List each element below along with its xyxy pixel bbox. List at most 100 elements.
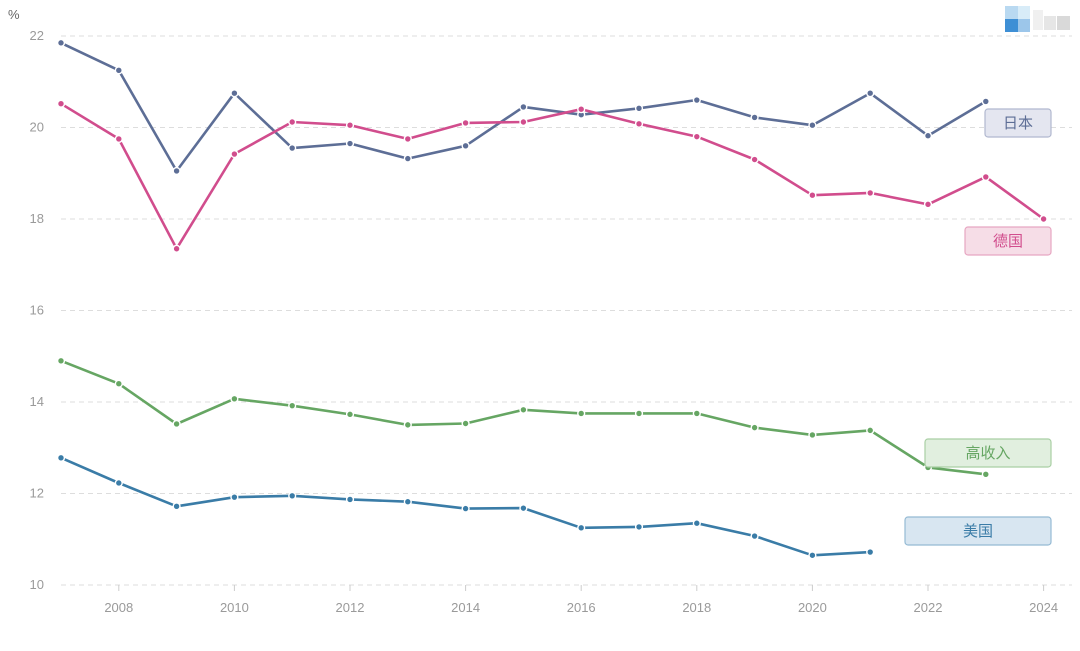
- data-point: [923, 131, 933, 140]
- data-point: [345, 410, 355, 419]
- data-point: [519, 102, 528, 112]
- data-point: [230, 394, 239, 403]
- x-tick-label-2022: 2022: [914, 600, 943, 615]
- series-label-0: 日本: [984, 108, 1052, 138]
- data-point: [981, 470, 990, 479]
- data-point: [1039, 214, 1048, 224]
- series-label-text: 高收入: [965, 444, 1010, 462]
- data-point: [519, 504, 528, 513]
- data-point: [692, 409, 701, 418]
- data-point: [692, 95, 701, 105]
- data-point: [750, 423, 759, 432]
- data-point: [866, 188, 875, 198]
- series-label-1: 德国: [964, 226, 1052, 256]
- data-point: [923, 200, 933, 209]
- y-tick-label-20: 20: [30, 120, 44, 135]
- series-label-2: 高收入: [924, 438, 1052, 468]
- series-0: [56, 38, 990, 176]
- data-point: [288, 143, 297, 153]
- data-point: [634, 409, 644, 418]
- x-tick-label-2008: 2008: [104, 600, 133, 615]
- data-point: [634, 522, 644, 531]
- data-point: [808, 121, 817, 130]
- watermark-logo: [1005, 6, 1070, 32]
- y-unit-label: %: [8, 7, 20, 22]
- y-tick-label-16: 16: [30, 303, 44, 318]
- data-point: [345, 139, 355, 148]
- y-tick-label-10: 10: [30, 577, 44, 592]
- x-tick-label-2016: 2016: [567, 600, 596, 615]
- data-point: [808, 191, 817, 200]
- data-point: [750, 113, 759, 122]
- x-tick-label-2014: 2014: [451, 600, 480, 615]
- data-point: [230, 493, 239, 502]
- data-point: [808, 430, 817, 440]
- series-lines: [56, 38, 1048, 560]
- data-point: [172, 419, 181, 429]
- data-point: [172, 244, 181, 253]
- data-point: [461, 419, 470, 428]
- data-point: [981, 172, 990, 182]
- data-point: [56, 38, 66, 47]
- data-point: [56, 356, 66, 365]
- data-point: [461, 118, 470, 128]
- x-tick-label-2024: 2024: [1029, 600, 1058, 615]
- data-point: [230, 89, 239, 98]
- data-point: [230, 149, 239, 159]
- data-point: [288, 401, 297, 410]
- data-point: [288, 491, 297, 500]
- series-label-text: 日本: [1003, 114, 1033, 132]
- data-point: [577, 409, 586, 418]
- y-tick-label-12: 12: [30, 486, 44, 501]
- data-point: [56, 99, 66, 108]
- series-label-3: 美国: [904, 516, 1052, 546]
- series-2: [56, 356, 990, 479]
- series-label-text: 德国: [993, 232, 1023, 250]
- data-point: [345, 121, 355, 130]
- data-point: [403, 420, 412, 429]
- data-point: [345, 495, 355, 504]
- data-point: [634, 104, 644, 113]
- data-point: [461, 141, 470, 150]
- data-point: [577, 523, 586, 532]
- data-point: [808, 551, 817, 560]
- y-tick-label-18: 18: [30, 211, 44, 226]
- series-label-text: 美国: [963, 522, 993, 540]
- x-tick-label-2012: 2012: [336, 600, 365, 615]
- grid-lines: [61, 35, 1072, 586]
- data-point: [866, 89, 875, 98]
- data-point: [750, 155, 759, 164]
- x-tick-label-2010: 2010: [220, 600, 249, 615]
- series-label-box: [904, 516, 1052, 546]
- series-label-box: [924, 438, 1052, 468]
- x-tick-label-2018: 2018: [682, 600, 711, 615]
- y-tick-label-14: 14: [30, 394, 44, 409]
- data-point: [114, 134, 123, 144]
- data-point: [403, 154, 412, 163]
- series-3: [56, 453, 875, 560]
- series-label-box: [964, 226, 1052, 256]
- series-label-box: [984, 108, 1052, 138]
- x-tick-label-2020: 2020: [798, 600, 827, 615]
- data-point: [172, 166, 181, 176]
- data-point: [634, 119, 644, 128]
- data-point: [288, 117, 297, 127]
- y-tick-label-22: 22: [30, 28, 44, 43]
- data-point: [403, 134, 412, 144]
- data-point: [692, 132, 701, 141]
- series-line-2: [59, 359, 988, 476]
- data-point: [114, 379, 123, 388]
- series-line-1: [59, 102, 1045, 250]
- data-point: [692, 519, 701, 528]
- data-point: [981, 97, 990, 106]
- data-point: [519, 405, 528, 414]
- data-point: [750, 531, 759, 541]
- data-point: [866, 547, 875, 557]
- data-point: [519, 117, 528, 127]
- series-1: [56, 99, 1048, 253]
- data-point: [114, 66, 123, 75]
- data-point: [866, 426, 875, 435]
- data-point: [56, 453, 66, 462]
